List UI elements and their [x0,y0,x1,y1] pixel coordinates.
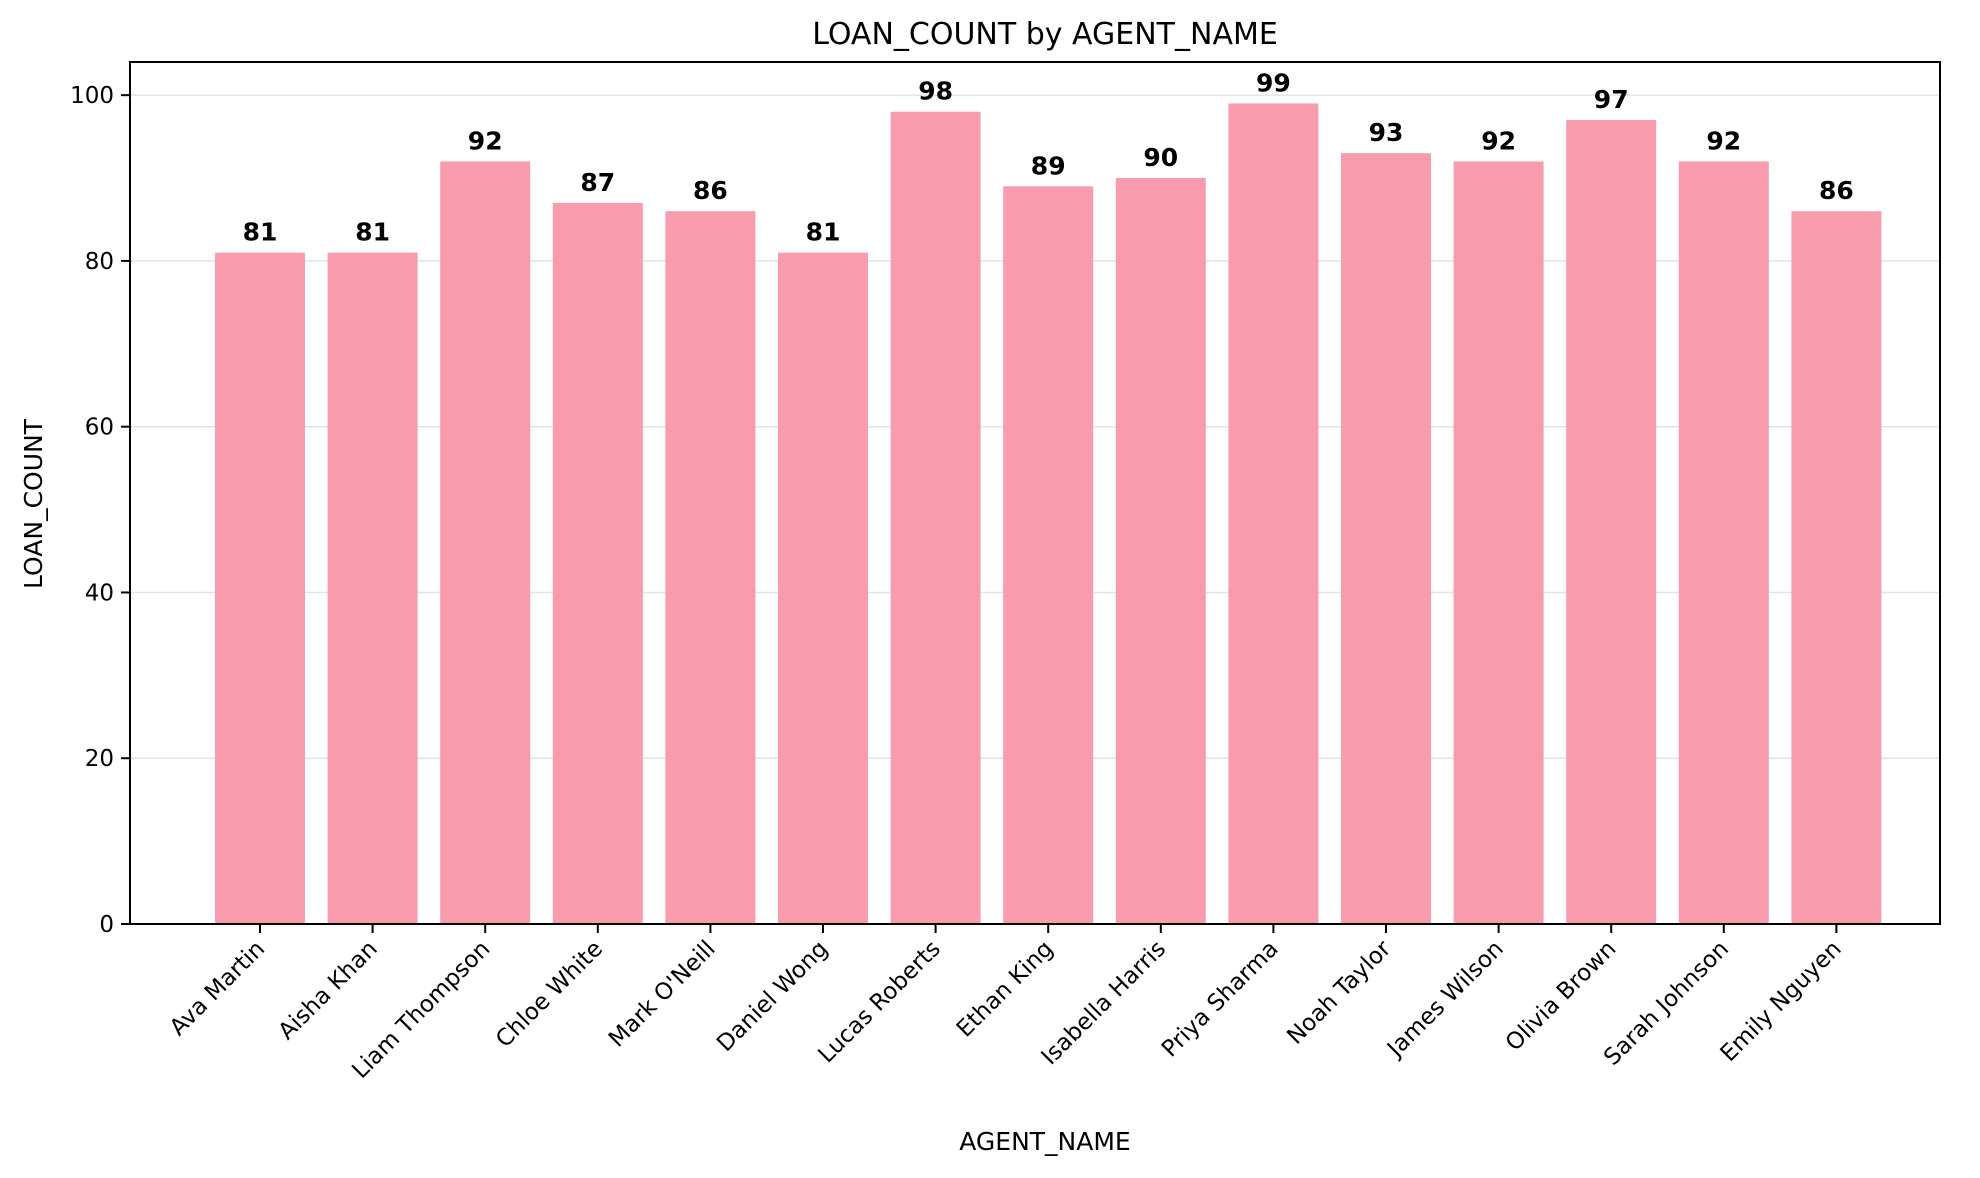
y-axis-ticks: 0 20 40 60 80 100 [70,83,130,938]
data-label: 93 [1369,118,1404,147]
bar [1228,103,1319,924]
data-label: 81 [355,218,390,247]
x-tick-label: Mark O'Neill [604,936,721,1053]
bar [215,252,305,924]
data-label: 97 [1594,85,1629,114]
bar [1341,153,1431,924]
x-axis-label: AGENT_NAME [959,1127,1130,1156]
x-tick-label: James Wilson [1381,936,1509,1064]
data-label: 98 [918,77,953,106]
y-tick-label: 80 [85,249,114,275]
y-tick-label: 40 [85,580,114,606]
x-tick-label: Lucas Roberts [813,936,945,1068]
bar [778,252,868,924]
bar [1453,161,1544,924]
data-label: 90 [1143,143,1178,172]
y-tick-label: 100 [70,83,114,109]
x-tick-label: Ethan King [952,936,1059,1043]
x-tick-label: Priya Sharma [1157,936,1284,1063]
bar [327,252,418,924]
data-label: 87 [580,168,615,197]
bar [1115,178,1206,925]
bar [890,111,981,924]
bar [1678,161,1769,924]
x-tick-label: Chloe White [491,936,608,1053]
data-label: 92 [468,126,503,155]
bar [1003,186,1094,925]
bars [215,103,1882,925]
data-label: 92 [1481,126,1516,155]
bar [1566,120,1657,925]
bar [665,211,756,924]
y-tick-label: 0 [99,912,114,938]
data-label: 89 [1031,151,1066,180]
y-tick-label: 20 [85,746,114,772]
x-tick-label: Daniel Wong [712,936,833,1057]
plot-area-frame [129,61,1941,925]
data-label: 81 [243,218,278,247]
data-labels: 81 81 92 87 86 81 98 89 90 99 93 92 97 92 86 [243,68,1854,246]
y-axis-label: LOAN_COUNT [19,418,48,589]
x-tick-label: Isabella Harris [1037,936,1171,1070]
x-tick-label: Emily Nguyen [1716,936,1847,1067]
data-label: 86 [1819,176,1854,205]
x-tick-label: Aisha Khan [274,936,383,1045]
x-tick-label: Ava Martin [165,936,270,1041]
bar [1791,211,1882,924]
chart-title: LOAN_COUNT by AGENT_NAME [812,17,1278,52]
bar [440,161,531,924]
x-tick-label: Noah Taylor [1282,935,1396,1049]
bar [552,202,643,925]
y-tick-label: 60 [85,415,114,441]
x-tick-label: Olivia Brown [1501,936,1622,1057]
data-label: 86 [693,176,728,205]
data-label: 81 [806,218,841,247]
data-label: 99 [1256,68,1291,97]
data-label: 92 [1706,126,1741,155]
